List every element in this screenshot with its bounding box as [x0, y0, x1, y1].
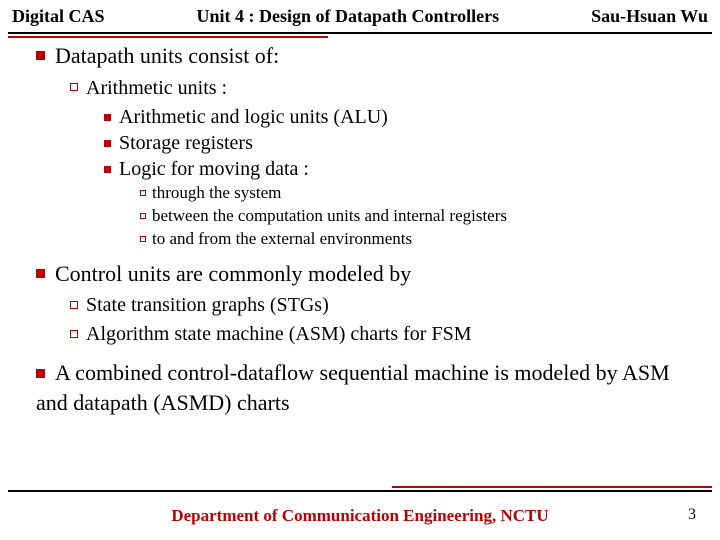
- square-outline-icon: [70, 330, 78, 338]
- text: Arithmetic units :: [86, 77, 227, 99]
- square-outline-icon: [70, 83, 78, 91]
- rule-bottom-accent: [392, 486, 712, 488]
- text: Datapath units consist of:: [55, 43, 279, 68]
- point-datapath: Datapath units consist of:: [36, 41, 692, 71]
- subpoint-stg: State transition graphs (STGs): [70, 292, 692, 319]
- square-outline-icon: [140, 236, 146, 242]
- square-bullet-icon: [104, 140, 111, 147]
- text: A combined control-dataflow sequential m…: [36, 360, 670, 415]
- text: through the system: [152, 183, 281, 202]
- slide-body: Datapath units consist of: Arithmetic un…: [0, 31, 720, 418]
- square-bullet-icon: [104, 114, 111, 121]
- square-bullet-icon: [36, 269, 45, 278]
- text: Algorithm state machine (ASM) charts for…: [86, 323, 472, 345]
- rule-top: [8, 32, 712, 34]
- square-bullet-icon: [104, 166, 111, 173]
- text: between the computation units and intern…: [152, 206, 507, 225]
- rule-top-accent: [8, 36, 328, 38]
- point-control-units: Control units are commonly modeled by: [36, 259, 692, 289]
- item-alu: Arithmetic and logic units (ALU): [104, 104, 692, 130]
- square-outline-icon: [140, 190, 146, 196]
- page-number: 3: [688, 506, 696, 524]
- text: State transition graphs (STGs): [86, 294, 329, 316]
- rule-bottom: [8, 490, 712, 492]
- square-outline-icon: [70, 301, 78, 309]
- subitem-external: to and from the external environments: [140, 228, 692, 251]
- item-storage: Storage registers: [104, 130, 692, 156]
- slide-header: Digital CAS Unit 4 : Design of Datapath …: [0, 0, 720, 31]
- subpoint-arithmetic: Arithmetic units :: [70, 75, 692, 102]
- text: Arithmetic and logic units (ALU): [119, 106, 388, 128]
- text: to and from the external environments: [152, 229, 412, 248]
- square-bullet-icon: [36, 51, 45, 60]
- footer-text: Department of Communication Engineering,…: [171, 506, 548, 525]
- subitem-between: between the computation units and intern…: [140, 205, 692, 228]
- point-asmd: A combined control-dataflow sequential m…: [36, 358, 692, 417]
- subpoint-asm: Algorithm state machine (ASM) charts for…: [70, 321, 692, 348]
- author-name: Sau-Hsuan Wu: [591, 6, 708, 27]
- subitem-through: through the system: [140, 182, 692, 205]
- square-bullet-icon: [36, 369, 45, 378]
- course-code: Digital CAS: [12, 6, 105, 27]
- footer-dept: Department of Communication Engineering,…: [0, 506, 720, 526]
- unit-title: Unit 4 : Design of Datapath Controllers: [196, 6, 499, 27]
- text: Logic for moving data :: [119, 158, 309, 180]
- text: Storage registers: [119, 132, 253, 154]
- item-logic-moving: Logic for moving data :: [104, 156, 692, 182]
- square-outline-icon: [140, 213, 146, 219]
- text: Control units are commonly modeled by: [55, 261, 411, 286]
